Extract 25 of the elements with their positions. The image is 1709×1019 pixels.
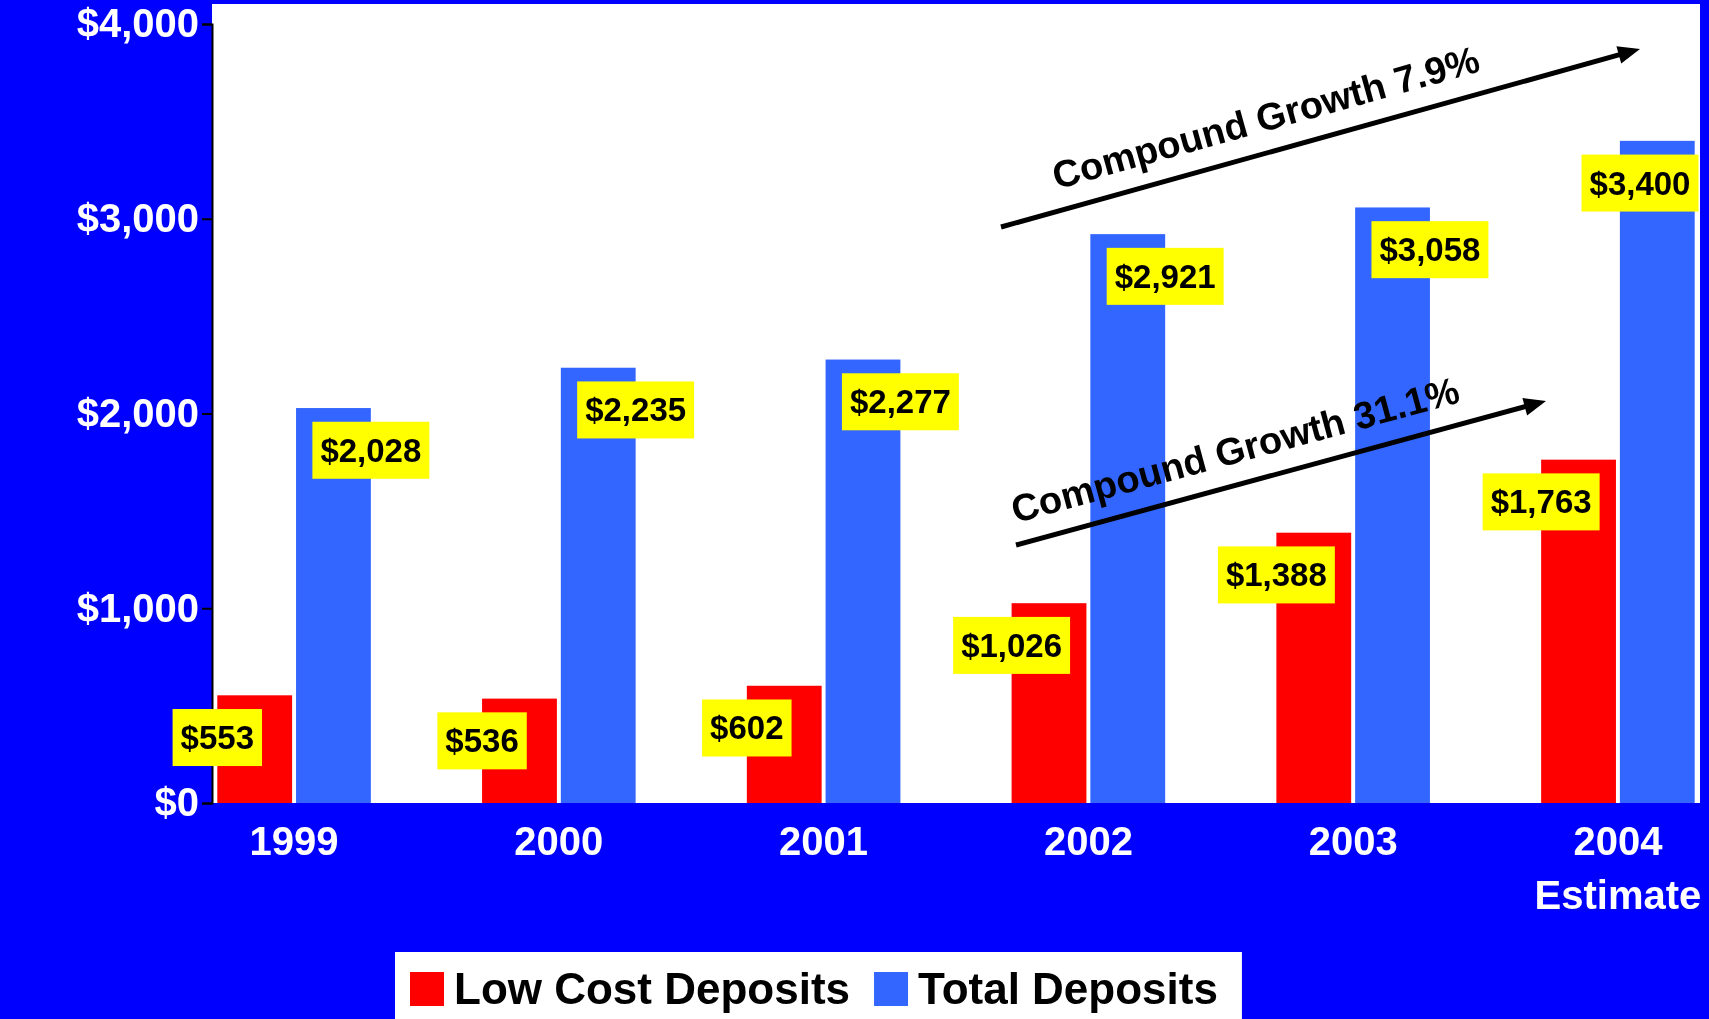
- x-tick-label: 2000: [514, 819, 604, 863]
- data-label: $553: [180, 719, 255, 757]
- y-tick-label: $4,000: [76, 1, 199, 46]
- y-tick-label: $1,000: [76, 585, 199, 630]
- x-tick-label: 2001: [779, 819, 869, 863]
- data-label: $536: [445, 722, 519, 760]
- data-label: $1,763: [1490, 483, 1592, 521]
- data-label: $3,400: [1589, 164, 1691, 202]
- x-tick-label: 2003: [1308, 819, 1398, 863]
- y-tick-label: $0: [154, 780, 199, 825]
- x-tick-label: 2004 Estimate: [1534, 819, 1702, 917]
- data-label: $1,026: [961, 626, 1063, 664]
- data-label: $2,921: [1114, 257, 1216, 295]
- legend-label: Total Deposits: [918, 964, 1218, 1013]
- legend-label: Low Cost Deposits: [454, 964, 851, 1013]
- y-tick-label: $3,000: [76, 196, 199, 241]
- data-label: $2,028: [320, 431, 422, 469]
- data-label: $1,388: [1225, 556, 1327, 594]
- data-label: $3,058: [1379, 231, 1481, 269]
- y-tick-label: $2,000: [76, 390, 199, 435]
- data-label: $2,277: [849, 383, 951, 421]
- x-tick-label: 2002: [1043, 819, 1133, 863]
- x-tick-label: 1999: [249, 819, 339, 863]
- data-label: $2,235: [585, 391, 687, 429]
- data-label: $602: [710, 709, 784, 747]
